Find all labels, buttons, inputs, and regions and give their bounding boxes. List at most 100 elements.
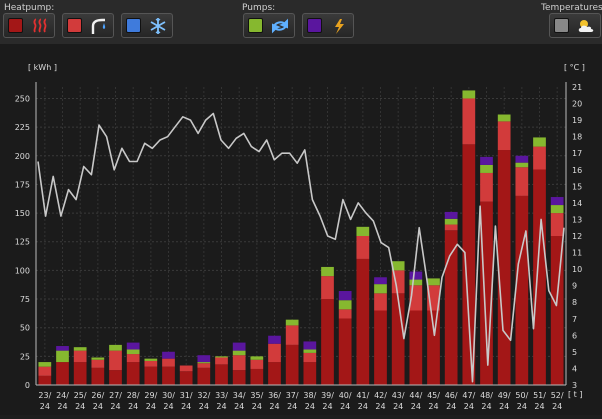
chart-axes: 0 25 50 75 100 125 150 175 200 225 250 3 4 5 6 7 8 9 10 11 1… <box>15 63 585 411</box>
plot-area <box>36 87 566 385</box>
bar-segment-pump2 <box>338 291 352 301</box>
pump2-toggle-button[interactable] <box>302 13 354 38</box>
x-tick-label: 23/ <box>38 391 51 400</box>
energy-temperature-chart: 0 25 50 75 100 125 150 175 200 225 250 3 4 5 6 7 8 9 10 11 1… <box>15 63 585 411</box>
chart-bars <box>38 90 564 385</box>
y2-tick-label: 4 <box>572 364 577 373</box>
x-tick-label: 48/ <box>480 391 493 400</box>
solar-pump-icon <box>335 19 344 34</box>
cooling-toggle-button[interactable] <box>121 13 173 38</box>
bar-segment-pump1 <box>73 347 87 351</box>
bar-segment-pump2 <box>303 341 317 350</box>
y-tick-label: 175 <box>15 180 30 189</box>
x-tick-label-year: 24 <box>75 402 85 411</box>
x-tick-label-year: 24 <box>534 402 544 411</box>
bar-segment-pump1 <box>444 218 458 225</box>
bar-segment-water <box>338 309 352 319</box>
bar-segment-water <box>109 350 122 371</box>
y2-tick-label: 17 <box>572 149 582 158</box>
hot-water-toggle-button[interactable] <box>62 13 114 38</box>
x-tick-label-year: 24 <box>57 402 67 411</box>
y2-tick-label: 18 <box>572 133 582 142</box>
pump1-toggle-button[interactable] <box>243 13 295 38</box>
bar-segment-pump2 <box>409 271 423 280</box>
x-tick-label: 41/ <box>356 391 369 400</box>
y-tick-label: 50 <box>20 324 30 333</box>
bar-segment-water <box>126 354 140 363</box>
x-tick-label-year: 24 <box>163 402 173 411</box>
y2-tick-label: 3 <box>572 381 577 390</box>
bar-segment-heating <box>356 258 370 385</box>
bar-segment-water <box>480 172 493 202</box>
y2-tick-label: 20 <box>572 100 582 109</box>
y-tick-label: 0 <box>25 381 30 390</box>
y-tick-label: 150 <box>15 209 30 218</box>
x-tick-label-year: 24 <box>552 402 562 411</box>
bar-segment-water <box>162 358 175 367</box>
bar-segment-pump1 <box>144 358 158 361</box>
bar-segment-pump1 <box>515 162 529 168</box>
y-tick-label: 75 <box>20 295 30 304</box>
bar-segment-pump1 <box>391 261 405 271</box>
bar-segment-pump1 <box>356 226 370 236</box>
x-tick-label: 25/ <box>74 391 87 400</box>
bar-segment-water <box>497 121 511 151</box>
bar-segment-water <box>144 360 158 367</box>
x-tick-label: 43/ <box>392 391 405 400</box>
bar-segment-pump1 <box>427 278 440 286</box>
bar-segment-pump2 <box>232 342 246 351</box>
bar-segment-water <box>356 236 370 259</box>
bar-segment-heating <box>303 362 317 385</box>
temperature-toggle-button[interactable] <box>549 13 601 38</box>
bar-segment-pump1 <box>409 279 423 286</box>
bar-segment-heating <box>91 367 105 385</box>
bar-segment-water <box>215 357 228 365</box>
bar-segment-heating <box>409 310 423 385</box>
bar-segment-water <box>285 325 299 345</box>
toolbar: Heatpump: Pumps: Temperatures: <box>0 0 602 44</box>
y2-tick-label: 5 <box>572 348 577 357</box>
bar-segment-pump1 <box>303 349 317 353</box>
x-tick-label-year: 24 <box>446 402 456 411</box>
bar-segment-heating <box>462 144 476 385</box>
temperature-line-group <box>37 112 565 383</box>
bar-segment-pump1 <box>374 284 387 294</box>
x-tick-label-year: 24 <box>428 402 438 411</box>
x-tick-label-year: 24 <box>287 402 297 411</box>
x-tick-label: 44/ <box>409 391 422 400</box>
x-tick-label-year: 24 <box>40 402 50 411</box>
bar-segment-water <box>250 359 264 369</box>
bar-segment-pump2 <box>162 351 175 359</box>
pumps-group-label: Pumps: <box>242 3 276 13</box>
bar-segment-heating <box>285 344 299 385</box>
bar-segment-pump2 <box>197 355 211 363</box>
bar-segment-water <box>515 167 529 196</box>
x-tick-label-year: 24 <box>252 402 262 411</box>
y-tick-label: 100 <box>15 266 30 275</box>
bar-segment-water <box>462 98 476 145</box>
bar-segment-pump1 <box>197 362 211 364</box>
temperatures-group-label: Temperatures: <box>541 3 602 13</box>
x-tick-label-year: 24 <box>358 402 368 411</box>
x-tick-label-year: 24 <box>110 402 120 411</box>
x-tick-label: 34/ <box>233 391 246 400</box>
temperature-color-swatch <box>554 18 569 33</box>
pump1-color-swatch <box>248 18 263 33</box>
bar-segment-water <box>444 224 458 231</box>
y2-tick-label: 19 <box>572 116 582 125</box>
pump2-color-swatch <box>307 18 322 33</box>
y-tick-label: 250 <box>15 94 30 103</box>
x-tick-label: 32/ <box>197 391 210 400</box>
x-tick-label-year: 24 <box>322 402 332 411</box>
bar-segment-water <box>550 213 564 236</box>
x-axis-unit: [ t ] <box>568 390 582 399</box>
bar-segment-pump2 <box>56 346 69 351</box>
x-tick-label: 37/ <box>286 391 299 400</box>
bar-segment-heating <box>427 310 440 385</box>
y2-tick-label: 7 <box>572 315 577 324</box>
x-tick-label-year: 24 <box>340 402 350 411</box>
y-tick-label: 225 <box>15 123 30 132</box>
bar-segment-heating <box>338 318 352 385</box>
heating-toggle-button[interactable] <box>3 13 55 38</box>
bar-segment-water <box>232 355 246 371</box>
